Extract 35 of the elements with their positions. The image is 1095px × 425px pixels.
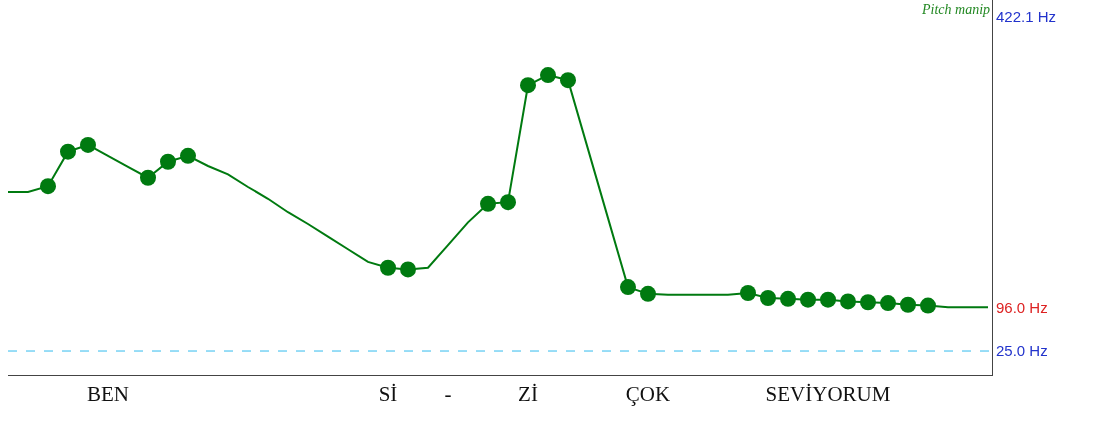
x-tick-label: Sİ — [378, 382, 398, 407]
point — [520, 77, 536, 94]
point — [820, 291, 836, 308]
point — [140, 169, 156, 186]
point — [60, 143, 76, 160]
text: 96.0 Hz — [996, 299, 1048, 316]
point — [380, 259, 396, 276]
point — [500, 194, 516, 211]
point — [620, 279, 636, 296]
point — [480, 195, 496, 212]
point — [400, 261, 416, 278]
point — [80, 136, 96, 153]
x-tick-label: BEN — [87, 382, 129, 407]
x-tick-label: Zİ — [518, 382, 538, 407]
y-tick-label: 25.0 Hz — [996, 342, 1048, 360]
x-tick-label: - — [444, 382, 452, 407]
point — [860, 294, 876, 311]
x-tick-label: ÇOK — [625, 382, 671, 407]
point — [900, 296, 916, 313]
x-tick-label: SEVİYORUM — [765, 382, 891, 407]
y-tick-label: 422.1 Hz — [996, 8, 1057, 26]
point — [800, 291, 816, 308]
point — [160, 153, 176, 170]
point — [880, 295, 896, 312]
point — [840, 293, 856, 310]
point — [540, 67, 556, 84]
point — [920, 297, 936, 314]
point — [780, 290, 796, 307]
point — [560, 72, 576, 89]
point — [760, 290, 776, 307]
point — [640, 285, 656, 302]
point — [180, 147, 196, 164]
annotation: Pitch manip — [921, 2, 991, 17]
point — [40, 178, 56, 195]
point — [740, 284, 756, 301]
